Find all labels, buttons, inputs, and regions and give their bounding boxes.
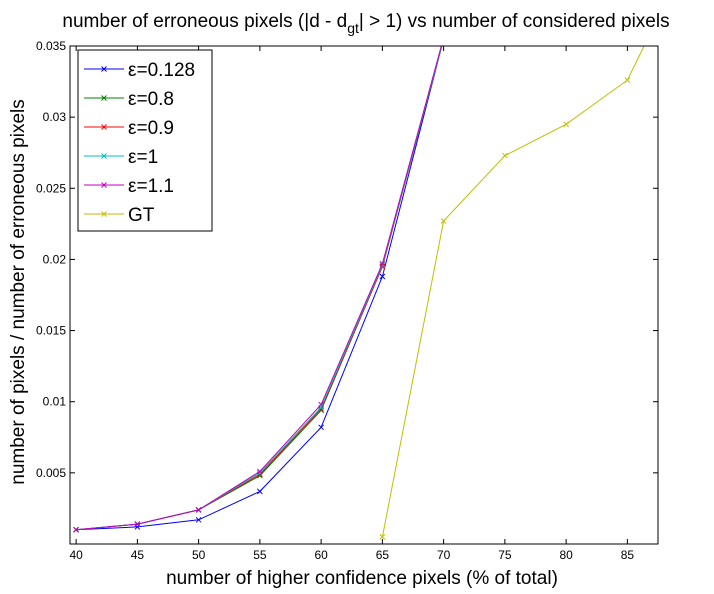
x-tick-label: 40 — [69, 548, 83, 562]
legend-label: ε=0.128 — [128, 60, 195, 81]
data-point — [257, 470, 263, 476]
chart-title-main: number of erroneous pixels (|d - d — [62, 11, 347, 32]
legend-label: ε=0.8 — [128, 89, 174, 110]
y-tick-label: 0.01 — [43, 395, 67, 409]
x-tick-label: 60 — [314, 548, 328, 562]
data-point — [73, 526, 79, 533]
x-tick-label: 75 — [498, 548, 512, 562]
chart-title-rest: | > 1) vs number of considered pixels — [359, 11, 670, 32]
data-point — [257, 488, 263, 495]
legend-marker — [101, 153, 107, 159]
x-tick-label: 70 — [437, 548, 451, 562]
y-tick-label: 0.015 — [36, 324, 66, 338]
y-tick-label: 0.03 — [43, 110, 67, 124]
x-tick-label: 65 — [376, 548, 390, 562]
data-point — [195, 516, 202, 523]
x-tick-label: 50 — [192, 548, 206, 562]
y-tick-label: 0.005 — [36, 466, 66, 480]
chart-title: number of erroneous pixels (|d - dgt| > … — [62, 11, 669, 36]
data-point — [441, 36, 446, 41]
legend-marker — [101, 124, 107, 130]
legend-box — [77, 49, 213, 232]
data-point — [257, 468, 263, 475]
data-point — [563, 121, 569, 128]
x-axis-label: number of higher confidence pixels (% of… — [166, 568, 558, 589]
data-point — [624, 77, 631, 84]
series-line-5 — [381, 46, 645, 537]
legend-marker — [101, 211, 107, 217]
data-point — [379, 260, 386, 267]
x-tick-label: 80 — [559, 548, 573, 562]
data-point — [441, 36, 446, 41]
data-point — [379, 273, 386, 280]
data-point — [440, 218, 447, 224]
legend-marker — [101, 66, 107, 72]
data-point — [318, 424, 324, 431]
axis-ticks: 40 45 50 55 60 65 70 75 80 85 0.005 0.01 0.015 0.02 0.… — [36, 39, 658, 562]
data-point — [441, 36, 446, 41]
x-tick-label: 55 — [253, 548, 267, 562]
y-tick-label: 0.035 — [36, 39, 66, 53]
legend-label: GT — [128, 205, 155, 226]
data-point — [502, 152, 508, 159]
plot-frame — [69, 45, 659, 545]
y-tick-label: 0.02 — [43, 252, 67, 266]
legend: ε=0.128 ε=0.8 ε=0.9 ε=1 ε=1.1 GT — [77, 49, 213, 232]
y-tick-label: 0.025 — [36, 181, 66, 195]
legend-label: ε=1 — [128, 147, 158, 168]
data-point — [379, 534, 386, 540]
chart-title-subscript: gt — [347, 20, 359, 36]
data-point — [195, 506, 202, 513]
data-point — [134, 521, 141, 527]
data-point — [441, 35, 446, 40]
legend-marker — [101, 182, 107, 188]
legend-marker — [101, 95, 107, 101]
series-lines — [73, 35, 645, 540]
x-tick-label: 45 — [131, 548, 145, 562]
data-point — [318, 405, 324, 412]
legend-label: ε=0.9 — [128, 118, 174, 139]
y-axis-label: number of pixels / number of erroneous p… — [8, 99, 29, 484]
data-point — [441, 36, 446, 41]
data-point — [318, 401, 324, 408]
x-tick-label: 85 — [621, 548, 635, 562]
legend-label: ε=1.1 — [128, 176, 174, 197]
